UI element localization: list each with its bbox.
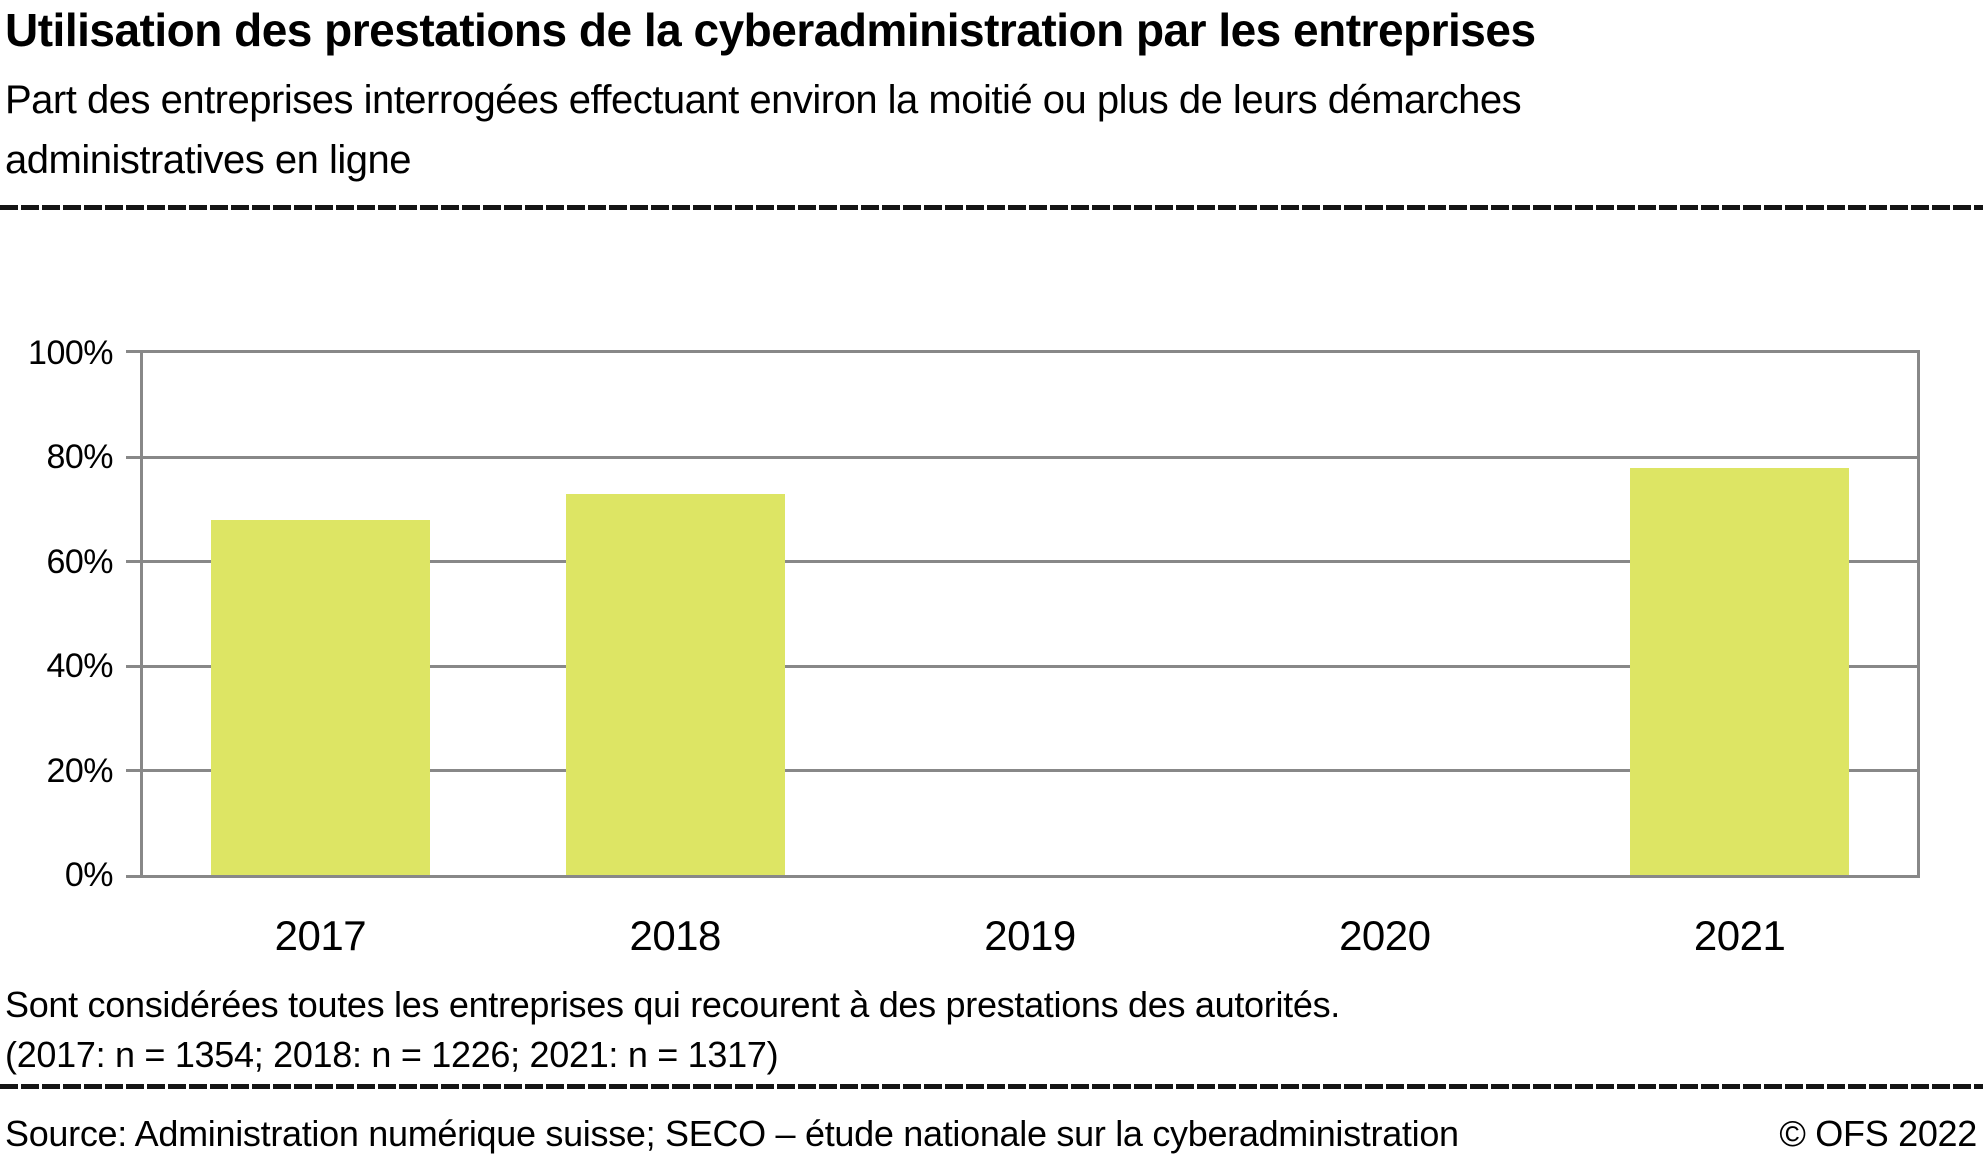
y-axis-label-100: 100% xyxy=(28,334,113,372)
x-axis-label-2021: 2021 xyxy=(1693,912,1786,959)
chart-title: Utilisation des prestations de la cybera… xyxy=(5,4,1536,56)
bar-chart-plot-area: 0% 20% 40% 60% 80% 100% 2017 2018 2019 2020 2021 xyxy=(28,334,1920,959)
gridline-20 xyxy=(143,769,1917,773)
y-axis-tick-100 xyxy=(126,350,143,353)
x-axis-label-2017: 2017 xyxy=(274,912,367,959)
copyright-text: © OFS 2022 xyxy=(1779,1113,1977,1154)
source-text: Source: Administration numérique suisse;… xyxy=(5,1113,1459,1154)
y-axis-label-60: 60% xyxy=(46,542,113,581)
y-axis-label-80: 80% xyxy=(46,438,113,477)
y-axis-tick-60 xyxy=(126,560,143,564)
bar-2018 xyxy=(565,493,785,875)
bar-2017 xyxy=(210,520,430,875)
gridline-40 xyxy=(143,664,1917,668)
x-axis-label-2020: 2020 xyxy=(1339,912,1431,959)
bottom-separator-line xyxy=(0,1084,1983,1089)
y-axis-label-40: 40% xyxy=(46,647,113,686)
gridline-80 xyxy=(143,455,1917,459)
y-axis-tick-20 xyxy=(126,769,143,773)
y-axis-tick-0 xyxy=(126,875,143,878)
x-axis-label-2019: 2019 xyxy=(984,912,1076,959)
source-row: Source: Administration numérique suisse;… xyxy=(5,1110,1977,1158)
top-separator-line xyxy=(0,205,1983,210)
y-axis-label-20: 20% xyxy=(46,751,113,790)
bar-2021 xyxy=(1630,467,1850,875)
y-axis-label-0: 0% xyxy=(64,856,114,894)
y-axis-tick-80 xyxy=(126,455,143,459)
x-axis-label-2018: 2018 xyxy=(629,912,721,959)
chart-subtitle: Part des entreprises interrogées effectu… xyxy=(5,78,1522,182)
gridline-60 xyxy=(143,560,1917,564)
chart-footnote: Sont considérées toutes les entreprises … xyxy=(5,984,1340,1075)
y-axis-tick-40 xyxy=(126,664,143,668)
